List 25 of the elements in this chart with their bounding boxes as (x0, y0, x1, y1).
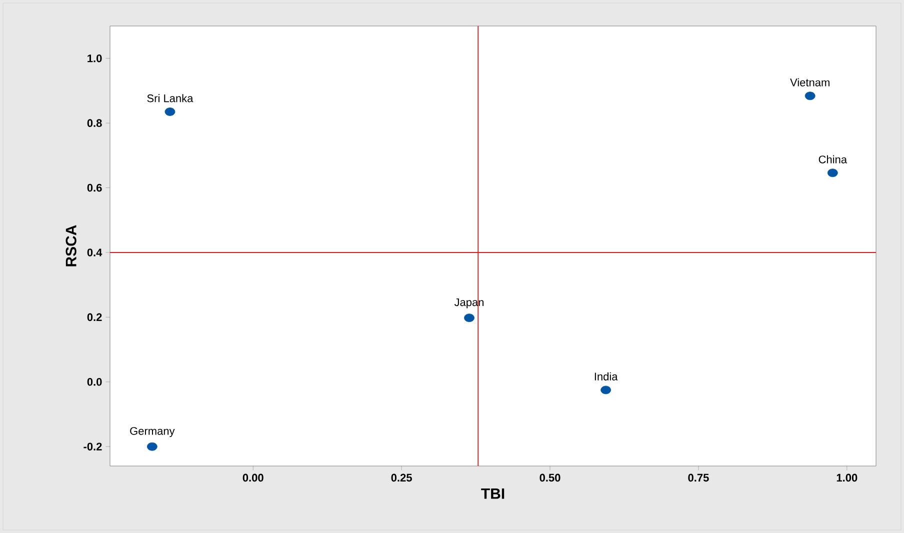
y-tick-label: 0.4 (87, 248, 102, 256)
point (146, 442, 158, 451)
x-axis-title: TBI (481, 488, 504, 499)
x-tick-label: 0.00 (242, 474, 264, 482)
y-axis-title: RSCA (66, 225, 76, 266)
point (804, 92, 816, 100)
y-tick-label: 0.0 (87, 378, 102, 386)
y-tick-label: 1.0 (88, 54, 102, 62)
point (600, 386, 612, 394)
x-tick-label: 1.00 (836, 474, 858, 482)
point (464, 314, 474, 322)
annotation: China (818, 155, 848, 164)
y-tick-label: -0.2 (84, 442, 102, 450)
annotation: Vietnam (790, 78, 830, 86)
y-tick-label: 0.6 (87, 184, 102, 192)
x-tick-label: 0.75 (688, 474, 709, 482)
annotation: India (594, 372, 618, 380)
point (827, 168, 838, 178)
point (164, 108, 176, 116)
y-tick-label: 0.8 (87, 119, 102, 127)
annotation: Sri Lanka (147, 94, 194, 102)
y-tick-label: 0.2 (87, 313, 102, 322)
x-tick-label: 0.25 (391, 474, 412, 482)
annotation: Germany (130, 427, 175, 438)
x-tick-label: 0.50 (540, 474, 560, 482)
